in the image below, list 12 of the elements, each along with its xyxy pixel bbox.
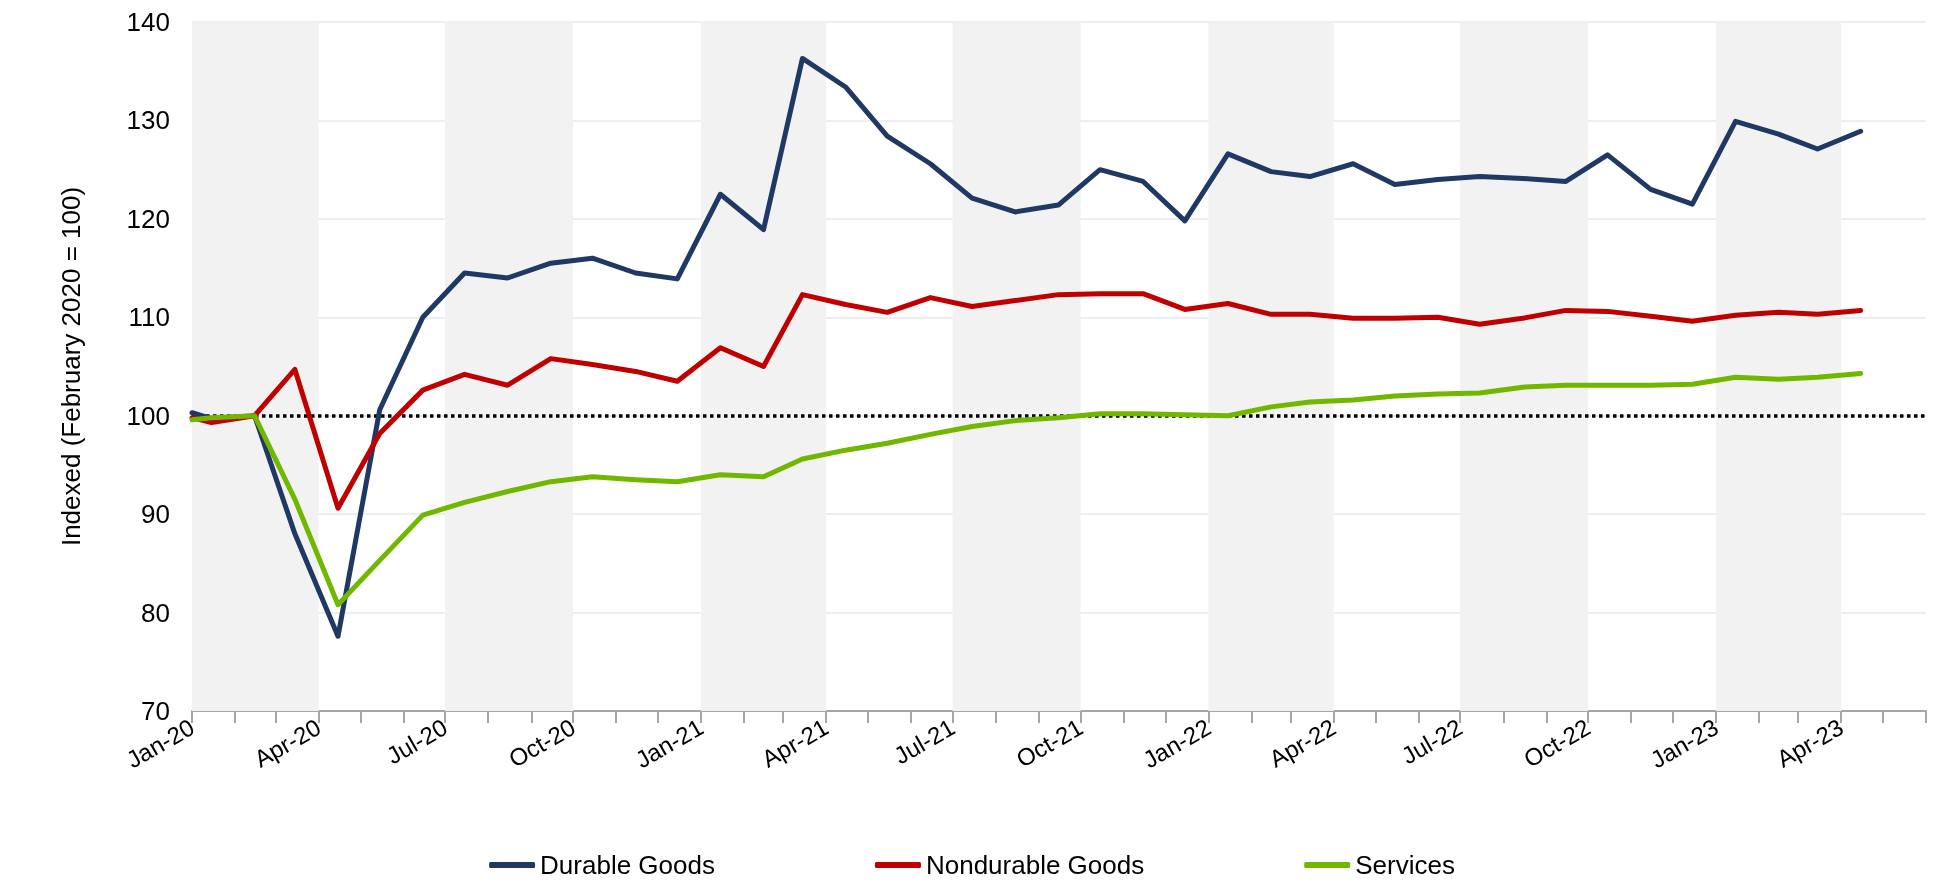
legend-label: Services xyxy=(1355,850,1455,880)
legend-label: Durable Goods xyxy=(540,850,715,880)
y-tick-label: 110 xyxy=(128,302,170,333)
y-axis-title: Indexed (February 2020 = 100) xyxy=(56,186,86,547)
y-tick-label: 120 xyxy=(126,203,170,234)
y-tick-label: 100 xyxy=(126,400,170,431)
y-tick-label: 140 xyxy=(126,7,170,37)
legend-label: Nondurable Goods xyxy=(925,850,1145,880)
y-tick-label: 70 xyxy=(141,696,170,726)
y-tick-label: 130 xyxy=(126,105,170,136)
y-tick-label: 80 xyxy=(141,597,170,628)
y-tick-label: 90 xyxy=(141,499,170,530)
